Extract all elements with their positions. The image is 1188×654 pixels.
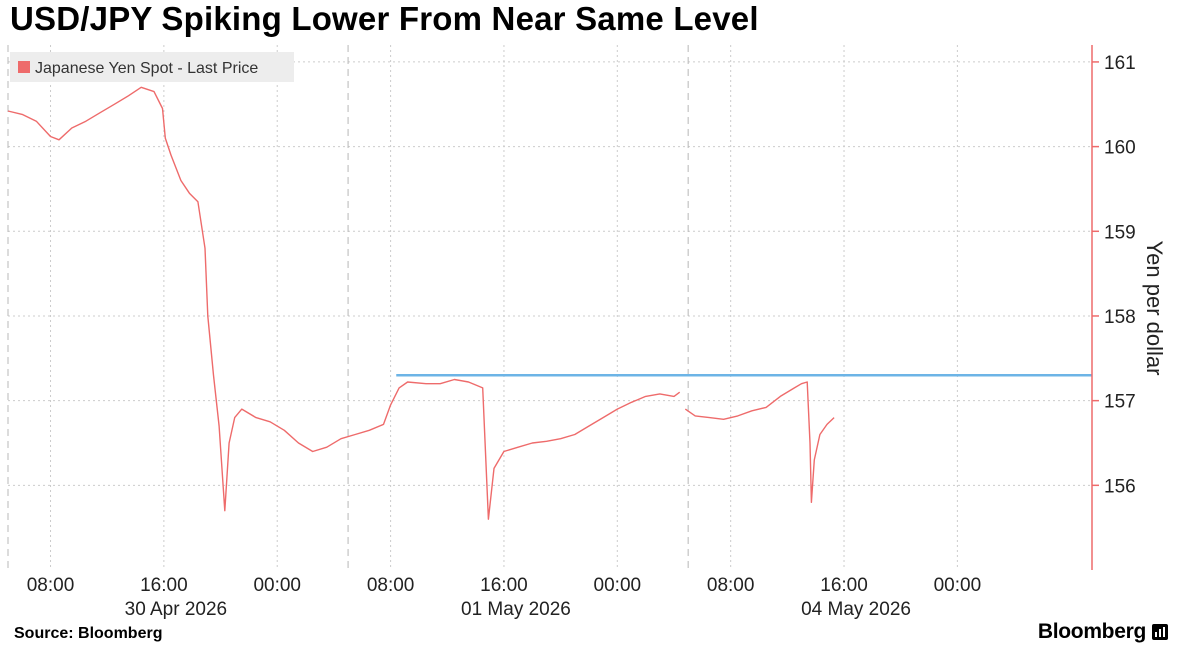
legend: Japanese Yen Spot - Last Price (10, 52, 294, 82)
brand-name: Bloomberg (1037, 620, 1146, 643)
series-line-segment (684, 381, 835, 503)
x-tick-label: 00:00 (594, 575, 642, 596)
x-tick-label: 16:00 (820, 575, 868, 596)
x-date-label: 01 May 2026 (461, 599, 571, 620)
y-tick-label: 157 (1104, 392, 1136, 413)
y-tick-label: 159 (1104, 222, 1136, 243)
x-tick-label: 16:00 (140, 575, 188, 596)
x-tick-label: 08:00 (27, 575, 75, 596)
legend-background (10, 52, 294, 82)
x-date-label: 30 Apr 2026 (125, 599, 227, 620)
chart-title: USD/JPY Spiking Lower From Near Same Lev… (10, 0, 759, 37)
x-tick-label: 08:00 (367, 575, 415, 596)
bar-chart-icon (1152, 624, 1168, 640)
x-tick-label: 00:00 (934, 575, 982, 596)
y-tick-label: 156 (1104, 476, 1136, 497)
bloomberg-logo: Bloomberg (1038, 620, 1168, 644)
source-note: Source: Bloomberg (14, 625, 163, 642)
x-tick-label: 00:00 (253, 575, 301, 596)
legend-label: Japanese Yen Spot - Last Price (35, 60, 258, 77)
axis-layer: 156 157 158 159 160 161 08:00 16:00 00:00 08:00 16… (27, 45, 1136, 620)
series-layer (7, 86, 1092, 520)
y-axis-title: Yen per dollar (1142, 241, 1167, 376)
y-tick-label: 161 (1104, 53, 1136, 74)
x-tick-label: 16:00 (480, 575, 528, 596)
series-line-segment (7, 86, 681, 520)
y-tick-label: 158 (1104, 307, 1136, 328)
grid-layer (7, 45, 1092, 570)
x-date-label: 04 May 2026 (801, 599, 911, 620)
x-tick-label: 08:00 (707, 575, 755, 596)
y-tick-label: 160 (1104, 138, 1136, 159)
legend-swatch (18, 61, 30, 73)
